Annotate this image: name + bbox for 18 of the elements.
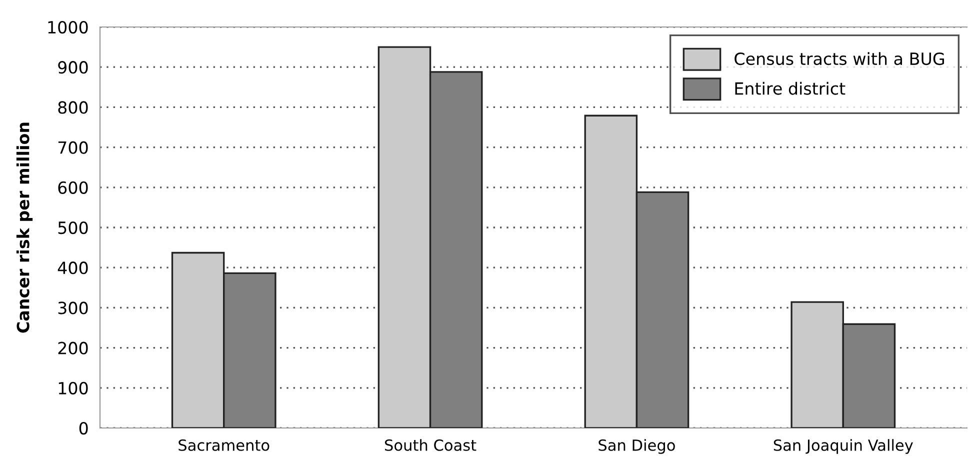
y-tick-label: 200 [58, 342, 88, 354]
y-tick-label: 100 [58, 382, 88, 394]
x-tick-label: Sacramento [178, 439, 270, 451]
y-tick-label: 400 [58, 262, 88, 274]
y-tick-label: 300 [58, 302, 88, 314]
x-tick-label: San Joaquin Valley [774, 439, 913, 454]
legend-label: Entire district [735, 82, 846, 95]
y-tick-label: 0 [79, 422, 88, 435]
y-tick-label: 700 [58, 141, 88, 154]
y-tick-label: 1000 [48, 20, 88, 34]
y-tick-label: 900 [58, 61, 88, 74]
y-axis-title: Cancer risk per million [16, 122, 33, 333]
x-tick-label: South Coast [385, 439, 476, 451]
y-tick-label: 800 [58, 101, 88, 114]
y-tick-label: 600 [58, 181, 88, 194]
x-tick-label: San Diego [598, 439, 675, 454]
legend-label: Census tracts with a BUG [734, 52, 944, 66]
y-tick-label: 500 [58, 221, 88, 234]
